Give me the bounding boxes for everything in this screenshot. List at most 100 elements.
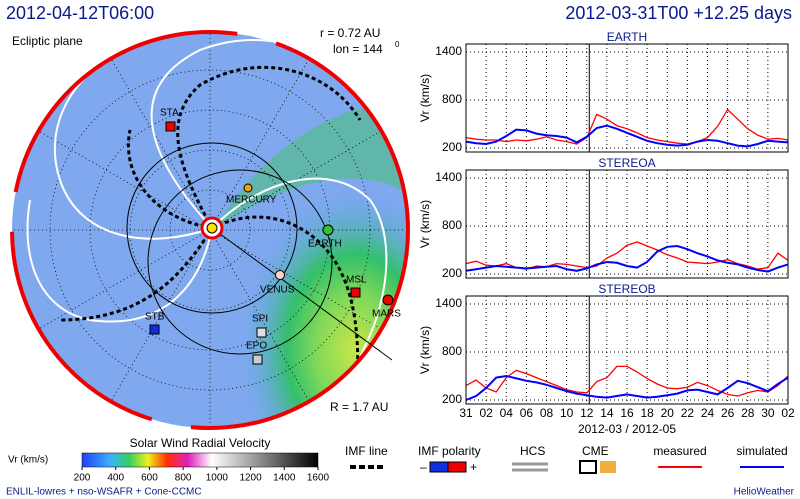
x-tick-label: 31	[459, 406, 473, 420]
body-label: MERCURY	[226, 195, 277, 206]
body-label: VENUS	[260, 285, 295, 296]
imf-boundary	[10, 30, 410, 430]
body-label: STA	[160, 108, 179, 119]
wind-stream	[215, 104, 408, 228]
legend-label: IMF line	[345, 444, 388, 458]
legend-swatch	[579, 460, 597, 474]
mercury-marker	[243, 183, 253, 193]
colorbar-tick-label: 400	[107, 473, 124, 484]
sta-marker	[165, 121, 176, 132]
legend-label: CME	[582, 444, 609, 458]
series-line	[465, 124, 789, 148]
y-tick-label: 200	[442, 140, 462, 154]
colorbar-unit: Vr (km/s)	[8, 455, 48, 466]
x-axis-label: 2012-03 / 2012-05	[578, 422, 676, 436]
x-tick-label: 22	[681, 406, 695, 420]
venus-marker	[275, 270, 285, 280]
x-tick-label: 10	[560, 406, 574, 420]
footer-right: HelioWeather	[734, 487, 795, 498]
plane-label: Ecliptic plane	[12, 34, 83, 48]
mars-marker	[382, 294, 394, 306]
colorbar-tick-label: 1000	[206, 473, 229, 484]
colorbar-tick-label: 800	[175, 473, 192, 484]
body-label: EARTH	[308, 239, 342, 250]
lon-label: lon = 144	[333, 42, 383, 56]
y-axis-label: Vr (km/s)	[418, 200, 432, 248]
orbit-ring	[147, 169, 333, 355]
colorbar: Solar Wind Radial Velocity Vr (km/s)	[8, 436, 319, 468]
y-tick-label: 800	[442, 92, 462, 106]
y-tick-label: 800	[442, 344, 462, 358]
legend-swatch	[429, 461, 449, 473]
plot-frame	[465, 169, 789, 279]
msl-marker	[350, 287, 361, 298]
legend-label: IMF polarity	[418, 444, 481, 458]
x-tick-label: 30	[761, 406, 775, 420]
x-tick-label: 24	[701, 406, 715, 420]
polar-map: STA MERCURY EARTH VENUS MSL MARS STB SPI…	[10, 30, 410, 430]
body-label: STB	[145, 312, 165, 323]
left-title: 2012-04-12T06:00	[6, 3, 154, 23]
direction-line	[211, 227, 393, 361]
body-label: SPI	[252, 314, 268, 325]
legend-label: +	[470, 460, 477, 474]
body-label: EPO	[246, 341, 267, 352]
x-tick-label: 18	[640, 406, 654, 420]
radius-label: r = 0.72 AU	[320, 26, 380, 40]
series-line	[465, 365, 789, 397]
x-tick-label: 08	[540, 406, 554, 420]
colorbar-title: Solar Wind Radial Velocity	[130, 436, 271, 450]
x-tick-label: 02	[479, 406, 493, 420]
y-tick-label: 1400	[435, 170, 462, 184]
y-axis-label: Vr (km/s)	[418, 326, 432, 374]
legend-swatch	[447, 461, 467, 473]
footer-left: ENLIL-lowres + nso-WSAFR + Cone-CCMC	[6, 487, 202, 498]
x-tick-label: 02	[781, 406, 795, 420]
spi-marker	[256, 327, 267, 338]
colorbar-tick-label: 1200	[239, 473, 262, 484]
earth-marker	[322, 224, 334, 236]
plot-frame	[465, 295, 789, 405]
colorbar-tick-label: 1400	[273, 473, 296, 484]
legend: IMF line IMF polarity – + HCS CME	[345, 444, 616, 474]
x-tick-label: 26	[721, 406, 735, 420]
x-tick-label: 04	[500, 406, 514, 420]
legend-swatch	[600, 461, 616, 473]
series-line	[465, 244, 789, 273]
panel-title: EARTH	[607, 30, 647, 44]
legend-label: –	[420, 460, 427, 474]
legend-label: measured	[653, 444, 706, 458]
body-label: MARS	[372, 309, 401, 320]
panel-title: STEREOB	[598, 282, 655, 296]
y-tick-label: 200	[442, 392, 462, 406]
series-line	[465, 374, 789, 401]
series-line	[465, 108, 789, 145]
x-tick-label: 16	[620, 406, 634, 420]
legend-label: simulated	[736, 444, 787, 458]
outer-radius-label: R = 1.7 AU	[330, 400, 388, 414]
plot-frame	[465, 43, 789, 153]
lon-unit: 0	[395, 40, 400, 49]
x-tick-label: 14	[600, 406, 614, 420]
x-tick-label: 06	[520, 406, 534, 420]
colorbar-tick-label: 200	[74, 473, 91, 484]
x-tick-label: 20	[661, 406, 675, 420]
x-tick-label: 12	[580, 406, 594, 420]
y-tick-label: 1400	[435, 44, 462, 58]
y-axis-label: Vr (km/s)	[418, 74, 432, 122]
right-title: 2012-03-31T00 +12.25 days	[565, 3, 792, 23]
stb-marker	[149, 324, 160, 335]
sun	[206, 222, 218, 234]
body-label: MSL	[346, 275, 367, 286]
panel-title: STEREOA	[598, 156, 655, 170]
y-tick-label: 800	[442, 218, 462, 232]
epo-marker	[252, 354, 263, 365]
colorbar-scale	[81, 452, 319, 468]
y-tick-label: 1400	[435, 296, 462, 310]
colorbar-tick-label: 600	[141, 473, 158, 484]
colorbar-tick-label: 1600	[307, 473, 330, 484]
x-tick-label: 28	[741, 406, 755, 420]
y-tick-label: 200	[442, 266, 462, 280]
legend-label: HCS	[520, 444, 545, 458]
